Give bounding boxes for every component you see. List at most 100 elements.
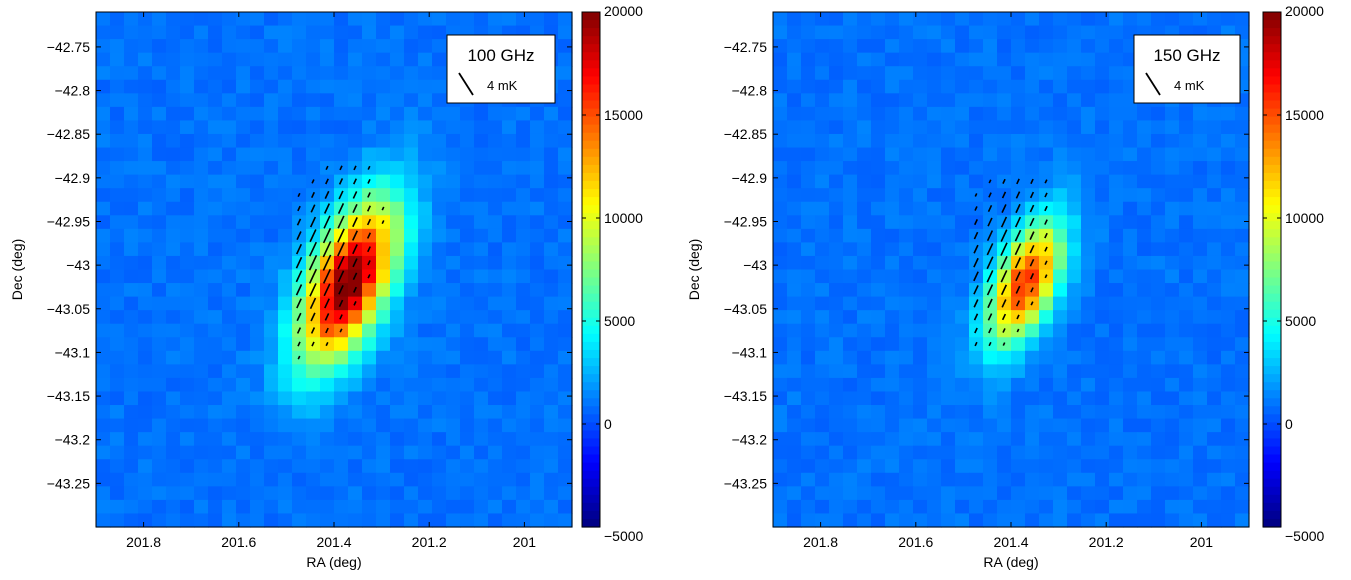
- heatmap-cell: [446, 201, 461, 216]
- heatmap-cell: [997, 445, 1012, 460]
- heatmap-cell: [1207, 296, 1222, 311]
- heatmap-cell: [885, 215, 900, 230]
- heatmap-cell: [194, 66, 209, 81]
- heatmap-cell: [913, 228, 928, 243]
- heatmap-cell: [941, 513, 956, 528]
- heatmap-cell: [446, 12, 461, 27]
- heatmap-cell: [1221, 513, 1236, 528]
- colorbar-step: [1263, 349, 1281, 359]
- heatmap-cell: [180, 323, 195, 338]
- heatmap-cell: [152, 188, 167, 203]
- heatmap-cell: [96, 499, 111, 515]
- heatmap-cell: [1095, 25, 1110, 40]
- polarization-vector: [986, 230, 994, 242]
- heatmap-cell: [913, 120, 928, 135]
- heatmap-cell: [1235, 120, 1250, 135]
- heatmap-cell: [208, 188, 223, 203]
- colorbar-step: [582, 92, 600, 102]
- heatmap-cell: [166, 418, 181, 433]
- heatmap-cell: [222, 337, 237, 352]
- heatmap-cell: [1095, 106, 1110, 122]
- heatmap-cell: [250, 377, 265, 393]
- heatmap-cell: [474, 350, 489, 365]
- heatmap-cell: [801, 472, 816, 487]
- heatmap-cell: [1151, 459, 1166, 474]
- heatmap-cell: [110, 215, 125, 230]
- heatmap-cell: [843, 296, 858, 311]
- colorbar-step: [1263, 68, 1281, 77]
- y-axis-label: Dec (deg): [686, 239, 702, 300]
- heatmap-cell: [983, 66, 998, 81]
- heatmap-cell: [1081, 405, 1096, 420]
- heatmap-cell: [124, 350, 139, 365]
- heatmap-cell: [278, 432, 293, 447]
- heatmap-cell: [166, 255, 181, 271]
- polarization-vector: [324, 190, 330, 199]
- colorbar-step: [1263, 108, 1281, 118]
- polarization-vector: [337, 203, 345, 214]
- heatmap-cell: [1081, 174, 1096, 189]
- heatmap-cell: [278, 79, 293, 94]
- heatmap-cell: [292, 499, 307, 515]
- heatmap-cell: [1165, 215, 1180, 230]
- heatmap-cell: [1109, 486, 1124, 501]
- heatmap-cell: [166, 323, 181, 338]
- heatmap-cell: [320, 147, 335, 162]
- heatmap-cell: [138, 364, 153, 379]
- colorbar-step: [582, 277, 600, 287]
- polarization-vector: [974, 341, 978, 347]
- heatmap-cell: [362, 52, 377, 67]
- y-tick-label: −42.75: [47, 39, 90, 55]
- heatmap-cell: [180, 228, 195, 243]
- heatmap-cell: [1179, 188, 1194, 203]
- polarization-vector: [1044, 274, 1048, 279]
- heatmap-cell: [418, 377, 433, 393]
- heatmap-cell: [250, 405, 265, 420]
- heatmap-cell: [801, 12, 816, 27]
- heatmap-cell: [829, 432, 844, 447]
- heatmap-cell: [320, 391, 335, 406]
- heatmap-cell: [885, 147, 900, 162]
- heatmap-cell: [773, 25, 788, 40]
- heatmap-cell: [1235, 459, 1250, 474]
- heatmap-cell: [180, 418, 195, 433]
- heatmap-cell: [180, 255, 195, 271]
- heatmap-cell: [997, 66, 1012, 81]
- heatmap-cell: [404, 337, 419, 352]
- heatmap-cell: [222, 310, 237, 325]
- polarization-vector: [1030, 287, 1034, 293]
- heatmap-cell: [857, 499, 872, 515]
- heatmap-cell: [1053, 133, 1068, 149]
- heatmap-cell: [264, 120, 279, 135]
- heatmap-cell: [488, 283, 503, 298]
- heatmap-cell: [502, 486, 517, 501]
- heatmap-cell: [773, 161, 788, 176]
- polarization-vector: [337, 228, 345, 243]
- colorbar-step: [582, 76, 600, 86]
- heatmap-cell: [138, 215, 153, 230]
- heatmap-cell: [474, 513, 489, 528]
- heatmap-cell: [1095, 269, 1110, 284]
- heatmap-cell: [124, 269, 139, 284]
- heatmap-cell: [110, 39, 125, 54]
- heatmap-cell: [264, 405, 279, 420]
- heatmap-cell: [446, 242, 461, 257]
- heatmap-cell: [222, 39, 237, 54]
- heatmap-cell: [1095, 12, 1110, 27]
- heatmap-cell: [1109, 364, 1124, 379]
- heatmap-cell: [334, 459, 349, 474]
- heatmap-cell: [376, 391, 391, 406]
- heatmap-cell: [983, 391, 998, 406]
- heatmap-cell: [1123, 242, 1138, 257]
- heatmap-cell: [138, 499, 153, 515]
- heatmap-cell: [166, 499, 181, 515]
- heatmap-cell: [1095, 66, 1110, 81]
- heatmap-cell: [152, 25, 167, 40]
- heatmap-cell: [787, 52, 802, 67]
- heatmap-cell: [250, 39, 265, 54]
- colorbar-tick-label: 20000: [1285, 3, 1324, 19]
- heatmap-cell: [1095, 52, 1110, 67]
- heatmap-cell: [857, 391, 872, 406]
- heatmap-cell: [166, 66, 181, 81]
- heatmap-cell: [1011, 472, 1026, 487]
